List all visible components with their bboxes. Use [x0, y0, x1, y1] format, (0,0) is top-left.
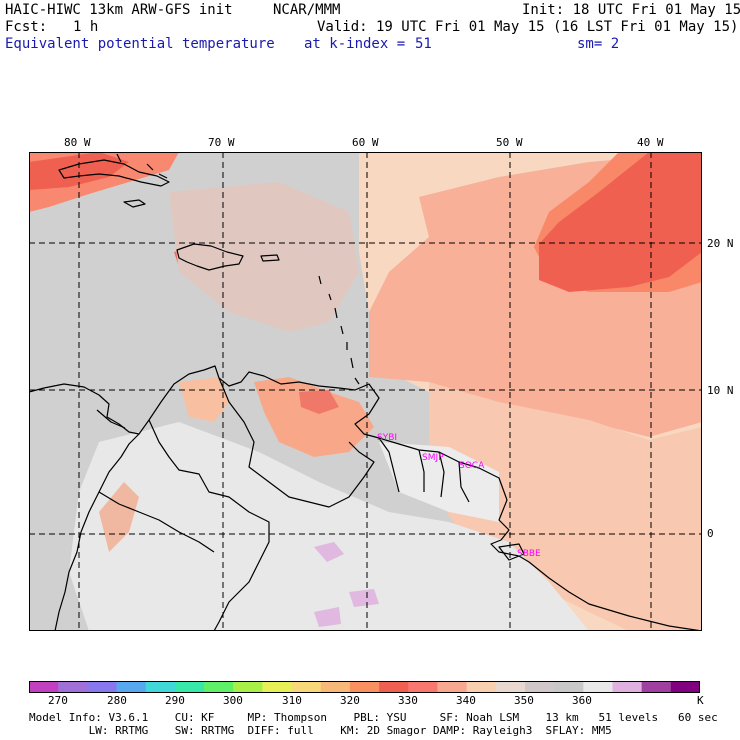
model-info-line2: LW: RRTMG SW: RRTMG DIFF: full KM: 2D Sm…: [29, 724, 612, 737]
colorbar-label-310: 310: [282, 694, 302, 707]
colorbar-swatch: [233, 681, 263, 693]
valid-time: Valid: 19 UTC Fri 01 May 15 (16 LST Fri …: [317, 19, 739, 35]
colorbar-swatch: [670, 681, 700, 693]
colorbar-label-330: 330: [398, 694, 418, 707]
colorbar-swatch: [145, 681, 176, 693]
field-core-hot: [539, 152, 702, 292]
colorbar-unit: K: [697, 694, 704, 707]
map-frame: [29, 152, 702, 631]
field-caribbean-light: [169, 182, 359, 332]
smoothing-label: sm= 2: [577, 36, 620, 52]
colorbar-swatch: [466, 681, 497, 693]
station-sbbe: SBBE: [517, 549, 541, 559]
colorbar-label-290: 290: [165, 694, 185, 707]
colorbar-swatch: [349, 681, 380, 693]
colorbar-swatch: [524, 681, 555, 693]
colorbar-swatch: [58, 681, 88, 693]
colorbar-swatch: [495, 681, 526, 693]
level-label: at k-index =: [304, 36, 406, 52]
lon-label-60w: 60 W: [352, 136, 379, 149]
colorbar-swatch: [204, 681, 234, 693]
colorbar-frame: [29, 681, 700, 693]
colorbar-swatch: [29, 681, 59, 693]
field-amazon-purple: [314, 542, 344, 562]
level-value: 51: [415, 36, 432, 52]
field-venezuela-hot: [299, 390, 339, 414]
coastlines: [29, 153, 702, 631]
lat-label-10n: 10 N: [707, 384, 734, 397]
station-smjp: SMJP: [422, 453, 444, 463]
colorbar-swatch: [612, 681, 643, 693]
colorbar-swatch: [641, 681, 672, 693]
colorbar-swatch: [408, 681, 438, 693]
color-bar: [29, 681, 700, 693]
colorbar-label-270: 270: [48, 694, 68, 707]
field-venezuela-warm: [254, 377, 374, 457]
org-label: NCAR/MMM: [273, 2, 341, 18]
colorbar-swatch: [116, 681, 147, 693]
station-soca: SOCA: [459, 461, 485, 471]
field-name: Equivalent potential temperature: [5, 36, 275, 52]
colorbar-label-360: 360: [572, 694, 592, 707]
lat-label-0: 0: [707, 527, 714, 540]
model-title: HAIC-HIWC 13km ARW-GFS init: [5, 2, 233, 18]
field-colombia-warm: [179, 377, 229, 422]
colorbar-swatch: [87, 681, 118, 693]
colorbar-swatch: [291, 681, 322, 693]
init-time: Init: 18 UTC Fri 01 May 15: [522, 2, 740, 18]
colorbar-label-350: 350: [514, 694, 534, 707]
forecast-label: Fcst:: [5, 19, 48, 35]
field-nw-hot: [29, 152, 129, 190]
lon-label-50w: 50 W: [496, 136, 523, 149]
model-info-line1: Model Info: V3.6.1 CU: KF MP: Thompson P…: [29, 711, 718, 724]
forecast-value: 1 h: [73, 19, 99, 35]
colorbar-swatch: [554, 681, 584, 693]
colorbar-swatch: [379, 681, 409, 693]
field-band-lower: [429, 382, 702, 631]
colorbar-label-320: 320: [340, 694, 360, 707]
colorbar-swatch: [583, 681, 613, 693]
colorbar-swatch: [320, 681, 351, 693]
station-sybi: SYBI: [377, 433, 397, 443]
colorbar-swatch: [174, 681, 205, 693]
field-amazon-purple-3: [314, 607, 341, 627]
lat-label-20n: 20 N: [707, 237, 734, 250]
field-amazon-purple-2: [349, 589, 379, 607]
colorbar-swatch: [262, 681, 293, 693]
graticule: [29, 152, 702, 631]
colorbar-label-280: 280: [107, 694, 127, 707]
colorbar-label-340: 340: [456, 694, 476, 707]
theta-e-map: SYBI SMJP SOCA SBBE: [29, 152, 702, 631]
colorbar-label-300: 300: [223, 694, 243, 707]
lon-label-70w: 70 W: [208, 136, 235, 149]
lon-label-40w: 40 W: [637, 136, 664, 149]
colorbar-swatch: [437, 681, 468, 693]
lon-label-80w: 80 W: [64, 136, 91, 149]
